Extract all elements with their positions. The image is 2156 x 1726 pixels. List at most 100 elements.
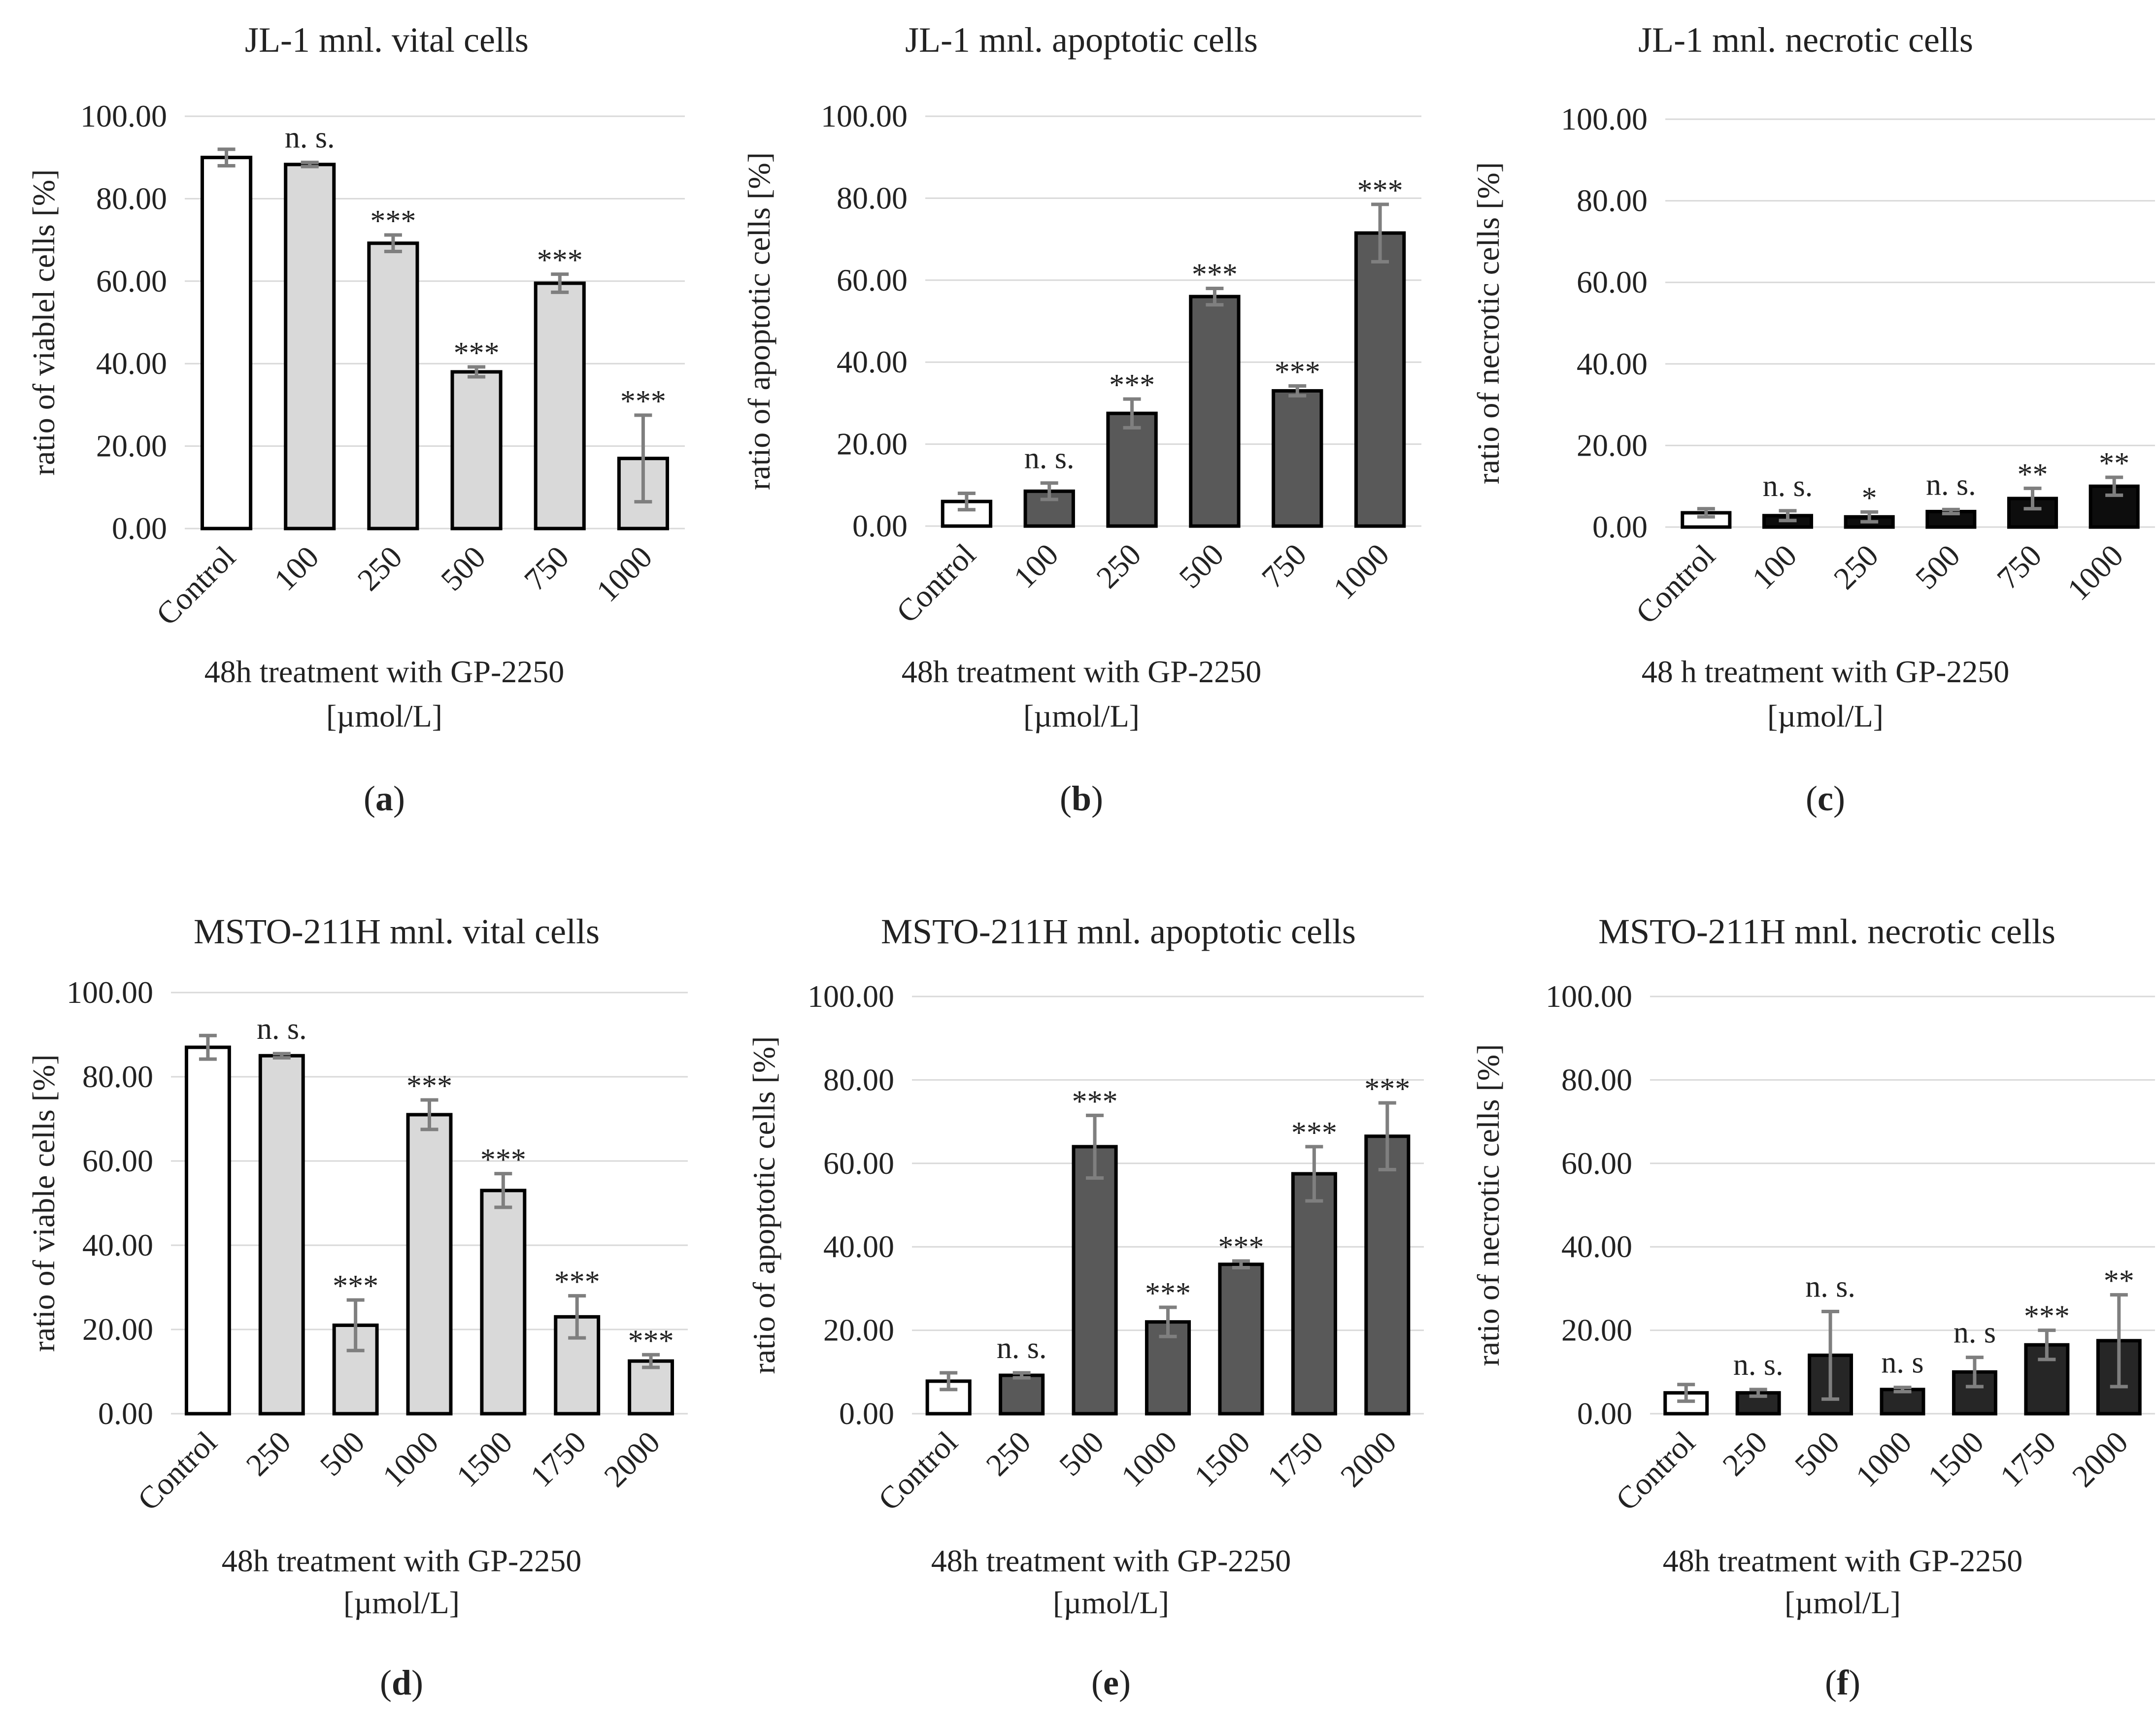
significance-label: *** [1291,1116,1337,1150]
panel-label: (e) [1091,1663,1131,1702]
x-tick-label: 1000 [2060,538,2130,607]
panel-paren-close: ) [1833,779,1845,818]
panel-label: (a) [364,779,405,818]
x-tick-label: 1500 [450,1425,519,1494]
y-tick-label: 20.00 [82,1312,153,1347]
y-tick-label: 40.00 [823,1229,894,1264]
x-axis-label: 48h treatment with GP-2250 [931,1543,1291,1578]
significance-label: *** [1364,1072,1410,1106]
x-tick-label: 100 [268,539,326,597]
panel-paren-close: ) [411,1663,423,1702]
x-tick-label: 250 [979,1425,1037,1483]
panel-letter: a [375,779,393,818]
significance-label: * [1862,481,1877,515]
x-tick-label: 1750 [1261,1425,1330,1494]
y-tick-label: 100.00 [1561,101,1648,136]
y-tick-label: 40.00 [837,344,908,379]
y-axis-label: ratio of necrotic cells [%] [1471,162,1506,484]
bar-control [184,1045,231,1416]
y-tick-label: 40.00 [1577,346,1648,381]
x-axis-label: 48h treatment with GP-2250 [222,1543,582,1578]
bar-1000 [1354,231,1406,528]
panel-label: (f) [1825,1663,1860,1702]
y-tick-label: 0.00 [1577,1396,1632,1431]
x-tick-label: 250 [239,1425,298,1483]
panel-letter: d [392,1663,411,1702]
significance-label: *** [628,1324,674,1358]
chart-panel-f: MSTO-211H mnl. necrotic cells 0.00 20.00 40… [1471,912,2155,1702]
x-tick-label: 1000 [376,1425,445,1494]
x-tick-label: 750 [1255,537,1313,595]
significance-label: *** [1192,258,1238,291]
y-tick-label: 60.00 [837,263,908,298]
chart-panel-d: MSTO-211H mnl. vital cells 0.00 20.00 40.00… [26,912,688,1702]
significance-label: *** [370,204,416,238]
y-axis-label: ratio of apoptotic cells [%] [741,152,776,490]
significance-label: n. s. [285,121,335,155]
x-tick-label: 1000 [590,539,659,609]
y-tick-label: 80.00 [1577,183,1648,218]
significance-label: *** [537,244,583,277]
x-tick-label: 1000 [1849,1425,1919,1494]
y-tick-label: 80.00 [1561,1062,1632,1097]
y-tick-label: 100.00 [808,979,894,1014]
y-tick-label: 20.00 [1577,428,1648,463]
panel-paren-open: ( [1825,1663,1837,1702]
x-axis-unit: [µmol/L] [1785,1585,1901,1620]
significance-label: *** [1145,1277,1191,1310]
y-tick-label: 0.00 [112,511,167,546]
y-tick-label: 60.00 [823,1146,894,1181]
significance-label: *** [2024,1300,2070,1333]
chart-panel-e: MSTO-211H mnl. apoptotic cells 0.00 20.00 4… [746,912,1424,1702]
bar-1000 [406,1113,453,1416]
bar-250 [999,1373,1045,1416]
x-axis-unit: [µmol/L] [343,1585,460,1620]
significance-label: n. s [1881,1346,1923,1380]
y-tick-label: 40.00 [96,346,167,381]
significance-label: n. s. [1926,468,1976,501]
panel-letter: b [1072,779,1091,818]
x-axis-unit: [µmol/L] [1767,698,1884,733]
y-tick-label: 100.00 [821,99,908,133]
x-tick-label: Control [872,1425,964,1517]
chart-panel-b: JL-1 mnl. apoptotic cells 0.00 20.00 40.00 6… [741,20,1421,818]
panel-paren-open: ( [380,1663,392,1702]
x-tick-label: 100 [1007,537,1065,595]
x-tick-label: Control [889,537,982,630]
x-tick-label: 2000 [2065,1425,2135,1494]
chart-title: MSTO-211H mnl. vital cells [194,912,600,951]
significance-label: *** [454,336,500,370]
x-tick-label: Control [131,1425,223,1517]
significance-label: *** [480,1143,526,1177]
bar-750 [534,281,586,531]
y-tick-label: 40.00 [1561,1229,1632,1264]
bar-500 [1189,295,1241,528]
x-axis-label: 48h treatment with GP-2250 [1663,1543,2023,1578]
x-tick-label: 1500 [1187,1425,1257,1494]
panel-label: (b) [1060,779,1103,818]
y-tick-label: 60.00 [1577,265,1648,299]
x-tick-label: 750 [1990,538,2048,596]
y-tick-label: 0.00 [839,1396,894,1431]
x-axis-label: 48 h treatment with GP-2250 [1642,654,2010,689]
x-tick-label: 1750 [1993,1425,2063,1494]
y-axis-label: ratio of viable cells [%] [26,1054,61,1352]
y-tick-label: 0.00 [852,508,908,543]
bar-750 [1272,389,1323,528]
significance-label: *** [1218,1230,1264,1264]
significance-label: *** [554,1265,600,1299]
x-tick-label: 500 [1909,538,1967,596]
significance-label: *** [1072,1085,1118,1118]
panel-label: (d) [380,1663,423,1702]
x-tick-label: 2000 [597,1425,667,1494]
significance-label: n. s. [1763,469,1813,503]
chart-panel-c: JL-1 mnl. necrotic cells 0.00 20.00 40.00 60… [1471,20,2155,818]
panel-letter: f [1837,1663,1849,1702]
significance-label: *** [1275,355,1320,389]
y-axis-label: ratio of viablel cells [%] [26,169,61,476]
x-axis-label: 48h treatment with GP-2250 [902,654,1262,689]
significance-label: *** [620,385,666,418]
panel-paren-close: ) [1091,779,1103,818]
panel-paren-open: ( [364,779,375,818]
